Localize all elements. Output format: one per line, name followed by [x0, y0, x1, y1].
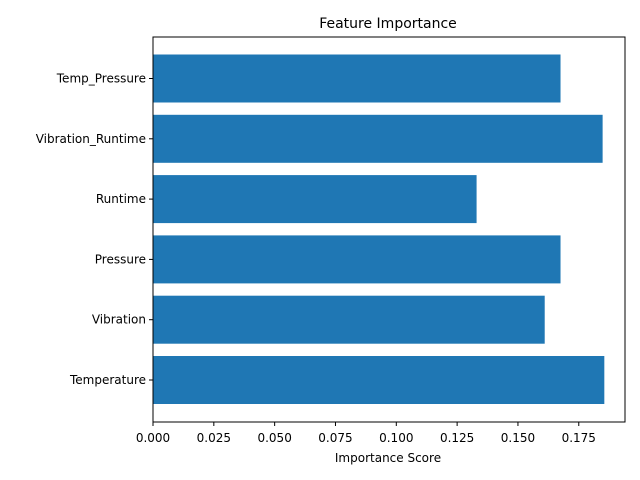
x-tick-label: 0.050 — [257, 431, 291, 445]
x-tick-label: 0.100 — [379, 431, 413, 445]
y-tick-label-vibration-runtime: Vibration_Runtime — [36, 132, 146, 146]
bar-temperature — [153, 356, 605, 404]
y-tick-label-vibration: Vibration — [92, 313, 146, 327]
bar-vibration-runtime — [153, 114, 603, 163]
bar-runtime — [153, 175, 477, 224]
bar-vibration — [153, 295, 545, 344]
bar-pressure — [153, 235, 561, 284]
y-tick-label-pressure: Pressure — [95, 252, 146, 266]
x-tick-label: 0.075 — [318, 431, 352, 445]
y-tick-label-temperature: Temperature — [69, 373, 146, 387]
bar-temp-pressure — [153, 54, 561, 103]
y-tick-label-temp-pressure: Temp_Pressure — [56, 72, 146, 86]
chart-title: Feature Importance — [319, 16, 457, 32]
x-tick-label: 0.150 — [501, 431, 535, 445]
plot-frame — [152, 36, 626, 423]
x-axis-label: Importance Score — [335, 451, 441, 465]
y-axis: Temperature Vibration Pressure Runtime Vibra… — [36, 72, 153, 387]
x-tick-label: 0.000 — [136, 431, 170, 445]
x-tick-label: 0.025 — [197, 431, 231, 445]
y-tick-label-runtime: Runtime — [96, 192, 146, 206]
bars-layer — [153, 54, 605, 404]
x-tick-label: 0.175 — [562, 431, 596, 445]
x-tick-label: 0.125 — [440, 431, 474, 445]
x-axis: 0.000 0.025 0.050 0.075 0.100 0.125 0.150 0.175 — [136, 422, 596, 445]
